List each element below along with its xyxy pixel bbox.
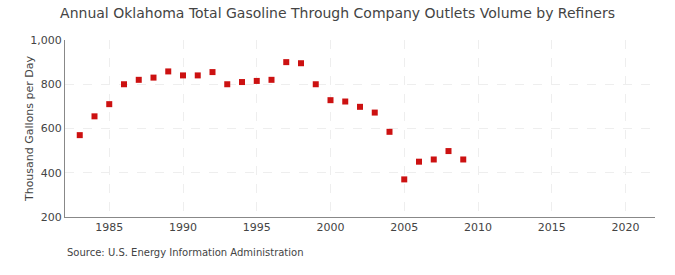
svg-text:1990: 1990 <box>169 221 197 234</box>
svg-text:2020: 2020 <box>612 221 640 234</box>
svg-text:2005: 2005 <box>390 221 418 234</box>
svg-text:200: 200 <box>41 211 62 224</box>
svg-text:2000: 2000 <box>317 221 345 234</box>
svg-text:2015: 2015 <box>538 221 566 234</box>
svg-text:Source: U.S. Energy Informatio: Source: U.S. Energy Information Administ… <box>67 247 304 258</box>
svg-text:1,000: 1,000 <box>30 34 62 47</box>
svg-text:400: 400 <box>41 167 62 180</box>
svg-text:1995: 1995 <box>243 221 271 234</box>
svg-text:Thousand Gallons per Day: Thousand Gallons per Day <box>23 55 36 202</box>
svg-text:2010: 2010 <box>464 221 492 234</box>
svg-text:800: 800 <box>41 78 62 91</box>
svg-text:1985: 1985 <box>95 221 123 234</box>
svg-text:600: 600 <box>41 122 62 135</box>
svg-text:Annual Oklahoma Total Gasoline: Annual Oklahoma Total Gasoline Through C… <box>60 5 615 21</box>
